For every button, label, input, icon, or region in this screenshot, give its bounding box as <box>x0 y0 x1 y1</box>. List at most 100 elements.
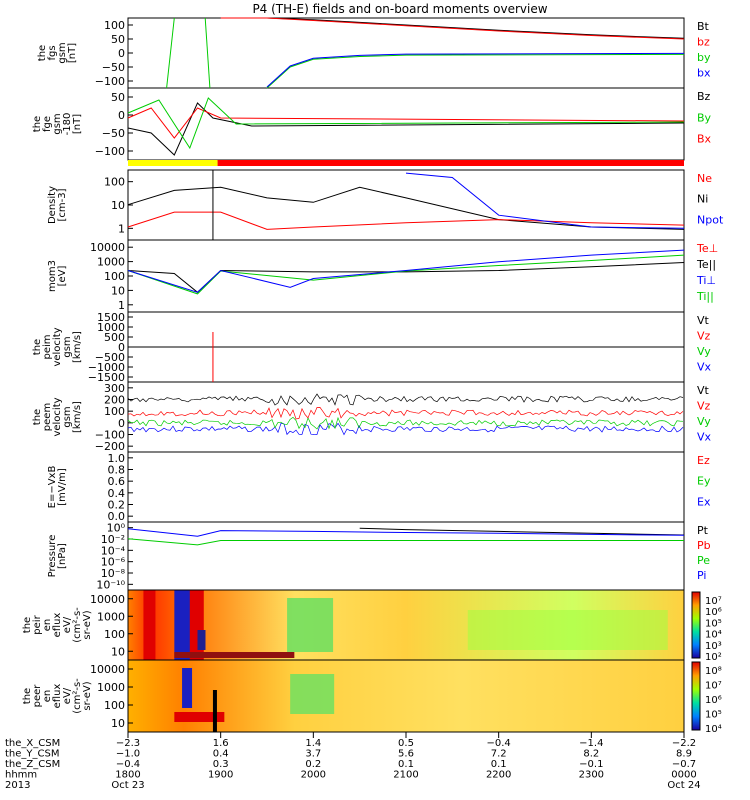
y-tick-label: 1.0 <box>108 452 126 465</box>
colorbar-label: 10⁷ <box>705 596 722 607</box>
x-row-value: 1.4 <box>305 738 321 749</box>
legend-entry: By <box>697 111 712 124</box>
x-row-value: 7.2 <box>491 749 507 760</box>
y-axis-label-line: the <box>37 45 48 61</box>
spectrogram-band <box>182 668 193 708</box>
panel-peer: 10000 1000 100 10 thepeerenefluxeV/(cm²-s-sr… <box>22 659 722 735</box>
y-tick-label: −100 <box>95 75 125 88</box>
colorbar-label: 10² <box>705 652 722 663</box>
y-axis-label-line: en <box>42 690 53 703</box>
x-row-value: 3.7 <box>305 749 321 760</box>
x-row-value: 2100 <box>393 770 418 781</box>
y-tick-label: 0.6 <box>108 475 126 488</box>
mode-bar-yellow <box>128 160 218 166</box>
density-series <box>127 170 685 240</box>
y-axis-label-line: the <box>32 409 43 425</box>
y-axis-label-line: [nT] <box>72 114 83 134</box>
x-row-value: 0.3 <box>213 759 229 770</box>
legend-entry: Vx <box>697 431 712 444</box>
y-axis-label: mom3[eV] <box>47 260 68 292</box>
spectrogram-band <box>174 652 295 658</box>
y-axis-label: thepeerenefluxeV/(cm²-s-sr-eV) <box>22 678 93 714</box>
y-axis-label-line: the <box>22 688 33 704</box>
y-tick-label: −100 <box>95 145 125 158</box>
y-tick-label: 10⁻⁸ <box>101 567 126 580</box>
legend-entry: Vy <box>697 345 711 358</box>
y-tick-label: 10⁻⁴ <box>101 544 126 557</box>
series-fge-by <box>127 97 685 150</box>
legend-entry: Ey <box>697 475 711 488</box>
legend-entry: bz <box>697 36 710 49</box>
y-tick-label: 10⁻¹⁰ <box>96 578 125 591</box>
y-axis-label: Pressure[nPa] <box>47 535 68 578</box>
y-tick-label: 1000 <box>97 681 125 694</box>
series-fge-bz <box>127 102 685 156</box>
panel-peir: 10000 1000 100 10 thepeirenefluxeV/(cm²-s-sr… <box>22 589 722 663</box>
fge-series <box>127 97 685 156</box>
legend-entry: Ne <box>697 172 712 185</box>
y-tick-label: 50 <box>111 33 125 46</box>
y-axis-label-line: eflux <box>52 613 63 638</box>
x-row-label: hhmm <box>5 770 37 781</box>
legend-entry: Pt <box>697 524 709 537</box>
colorbar-label: 10³ <box>705 641 722 652</box>
legend-entry: by <box>697 51 711 64</box>
y-axis-label-line: E=−VxB <box>47 466 58 509</box>
panels: 100500−50−100thefgsgsm[nT]Btbzbybx500−50… <box>22 17 724 735</box>
series-npot <box>405 172 685 229</box>
y-axis-label-line: peim <box>42 334 53 359</box>
legend-entry: Npot <box>697 213 724 226</box>
x-row-value: 1800 <box>115 770 140 781</box>
y-axis-label: thepeirenefluxeV/(cm²-s-sr-eV) <box>22 607 93 643</box>
y-axis-label-line: peir <box>32 614 43 634</box>
peem-series <box>127 393 684 436</box>
series-pi <box>127 528 685 537</box>
x-row-value: Oct 24 <box>667 780 700 791</box>
y-axis-label-line: the <box>32 116 43 132</box>
series-ne <box>127 211 685 230</box>
panel-frame <box>127 239 685 313</box>
y-tick-label: −500 <box>95 351 125 364</box>
legend-entry: Bx <box>697 133 712 146</box>
y-tick-label: 10 <box>111 717 125 730</box>
y-axis-label-line: velocity <box>52 327 63 366</box>
legend-entry: Te|| <box>696 258 716 271</box>
x-row-label: the_X_CSM <box>5 738 60 749</box>
x-row-value: 0.1 <box>491 759 507 770</box>
y-tick-label: 0 <box>118 417 125 430</box>
y-tick-label: 200 <box>104 394 125 407</box>
y-tick-label: −50 <box>102 127 125 140</box>
x-row-value: 2300 <box>579 770 604 781</box>
y-tick-label: 1000 <box>97 256 125 269</box>
y-axis-label-line: en <box>42 619 53 632</box>
x-row-value: −0.1 <box>579 759 603 770</box>
x-row-value: 1900 <box>208 770 233 781</box>
y-axis-label-line: the <box>22 617 33 633</box>
x-row-value: 1.6 <box>213 738 229 749</box>
spectrogram-band <box>287 598 334 652</box>
y-axis-label-line: eV/ <box>62 616 73 633</box>
x-row-value: 0.4 <box>213 749 229 760</box>
colorbar-label: 10⁵ <box>705 618 722 629</box>
y-axis-label-line: (cm²-s- <box>72 678 83 714</box>
legend-entry: bx <box>697 67 711 80</box>
legend-entry: Te⊥ <box>696 242 718 255</box>
y-axis-label-line: (cm²-s- <box>72 607 83 643</box>
panel-frame <box>127 17 685 89</box>
legend-entry: Pb <box>697 539 711 552</box>
y-tick-label: 0 <box>118 109 125 122</box>
mode-bar-red <box>217 160 685 166</box>
y-axis-label-line: fgs <box>47 45 58 60</box>
y-tick-label: 0 <box>118 47 125 60</box>
series-by <box>266 53 685 89</box>
y-axis-label-line: gsm <box>62 336 73 357</box>
temp-series <box>127 249 685 295</box>
series-pt <box>359 527 685 536</box>
fgs-series <box>166 17 685 89</box>
colorbar-label: 10⁸ <box>705 666 722 677</box>
y-tick-label: 1 <box>118 222 125 235</box>
colorbar-label: 10⁴ <box>705 724 722 735</box>
